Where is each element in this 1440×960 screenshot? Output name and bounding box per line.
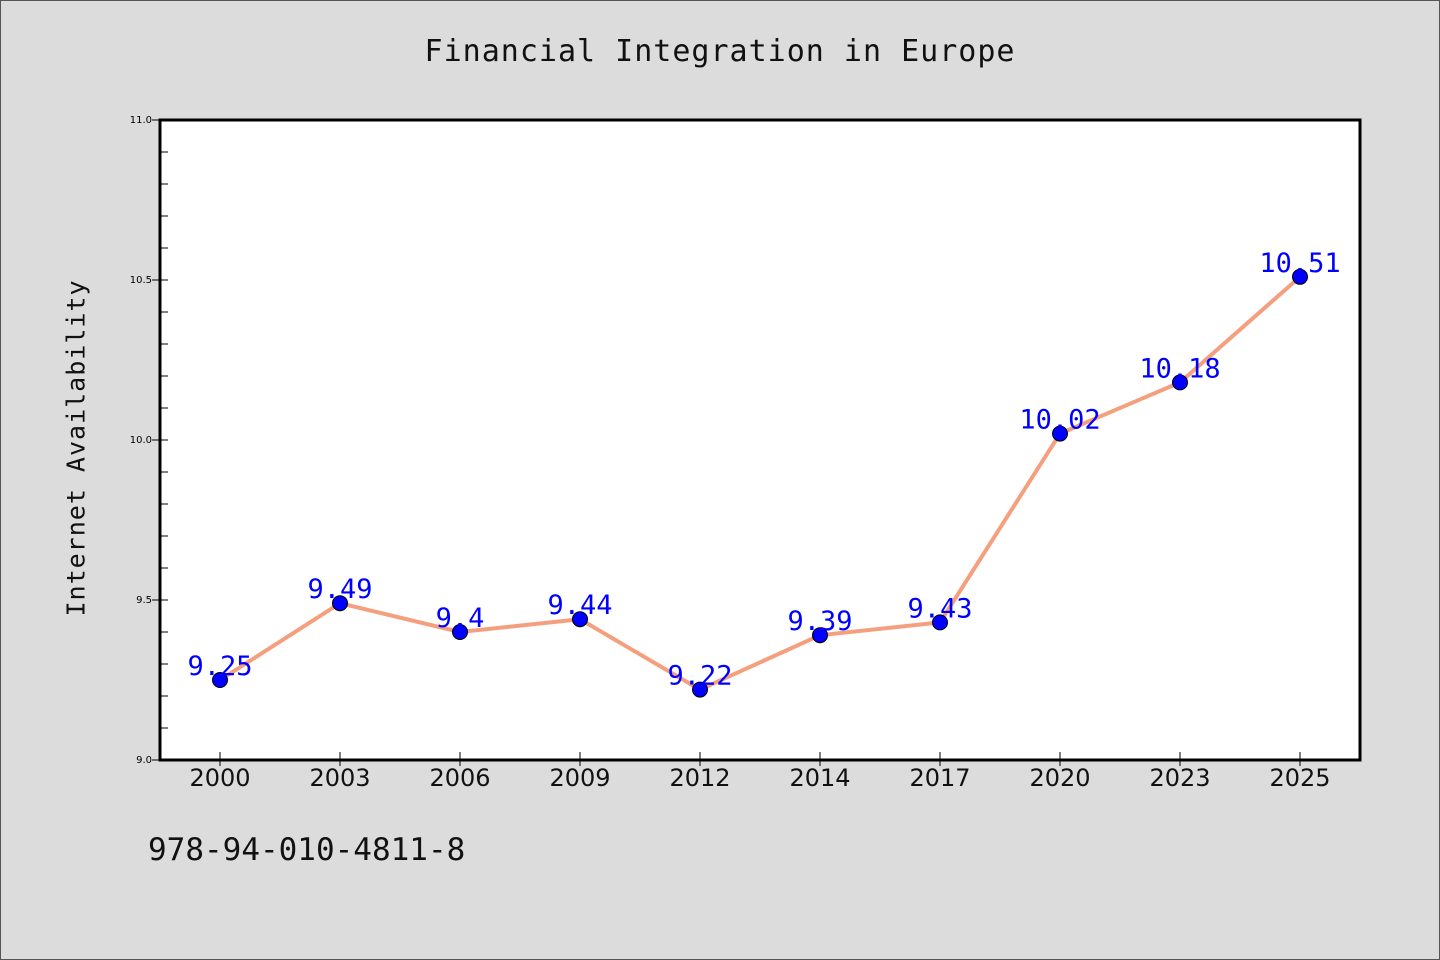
y-tick-label: 10.5 xyxy=(130,275,152,286)
y-tick-label: 9.0 xyxy=(136,755,152,766)
series-line xyxy=(218,275,1302,692)
data-label: 9.43 xyxy=(907,593,972,624)
data-label: 9.39 xyxy=(787,606,852,637)
data-labels: 9.25 9.49 9.4 9.44 9.22 9.39 9.43 10.02 10.18 10.… xyxy=(187,248,1340,692)
data-label: 10.51 xyxy=(1259,248,1340,279)
x-tick-label: 2000 xyxy=(189,764,250,792)
y-tick-label: 10.0 xyxy=(130,435,152,446)
chart-title: Financial Integration in Europe xyxy=(424,34,1016,69)
data-point xyxy=(212,672,228,688)
plot-area xyxy=(160,120,1360,760)
y-tick-label: 11.0 xyxy=(130,115,152,126)
x-tick-label: 2020 xyxy=(1029,764,1090,792)
data-label: 9.25 xyxy=(187,651,252,682)
data-point xyxy=(572,611,588,628)
data-point xyxy=(1292,268,1308,285)
x-tick-label: 2012 xyxy=(669,764,730,792)
footer-code: 978-94-010-4811-8 xyxy=(148,832,466,868)
data-point xyxy=(692,681,708,698)
data-label: 9.22 xyxy=(667,661,732,692)
y-tick-label: 9.5 xyxy=(136,595,152,606)
data-point xyxy=(932,614,948,631)
y-axis-ticks: 9.0 9.5 10.0 10.5 11.0 xyxy=(130,115,152,766)
data-label: 9.4 xyxy=(436,603,485,634)
data-point xyxy=(1052,425,1068,442)
data-point xyxy=(812,627,828,644)
x-tick-label: 2014 xyxy=(789,764,850,792)
x-tick-label: 2003 xyxy=(309,764,370,792)
data-label: 10.18 xyxy=(1139,353,1220,384)
x-tick-label: 2025 xyxy=(1269,764,1330,792)
plot-frame xyxy=(158,118,1362,762)
data-label: 9.49 xyxy=(307,574,372,605)
data-label: 9.44 xyxy=(547,590,612,621)
data-point xyxy=(1172,374,1188,391)
data-markers xyxy=(212,268,1308,698)
x-axis-ticks: 2000 2003 2006 2009 2012 2014 2017 2020 2023 2025 xyxy=(189,752,1331,792)
x-tick-label: 2009 xyxy=(549,764,610,792)
x-tick-label: 2017 xyxy=(909,764,970,792)
x-tick-label: 2006 xyxy=(429,764,490,792)
x-tick-label: 2023 xyxy=(1149,764,1210,792)
data-label: 10.02 xyxy=(1019,405,1100,436)
data-point xyxy=(452,624,468,640)
data-point xyxy=(332,595,348,612)
